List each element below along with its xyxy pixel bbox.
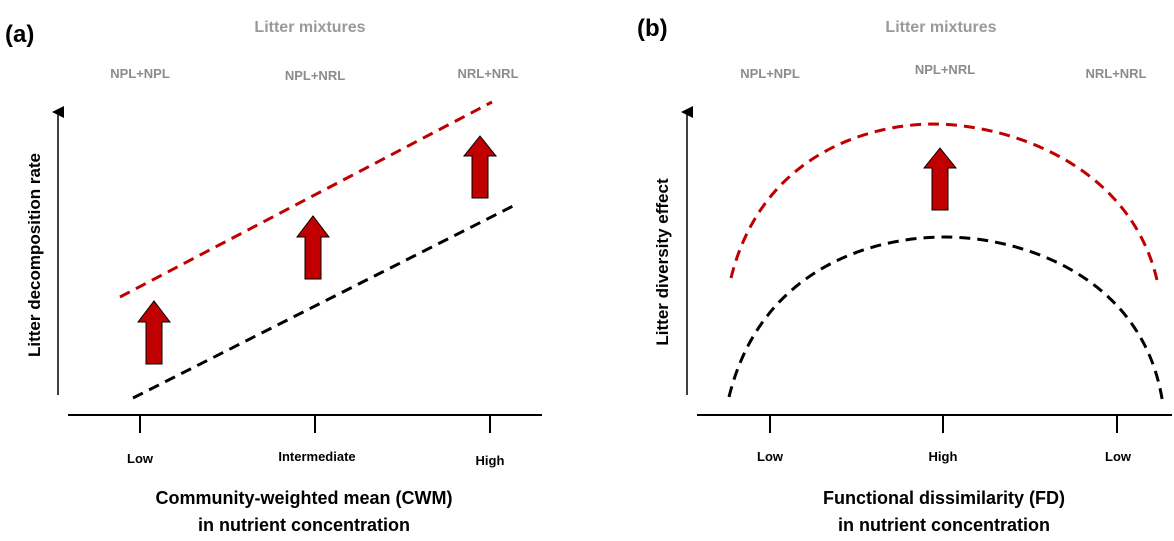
panel-a-mixture-2: NPL+NRL <box>285 68 345 83</box>
panel-b-label: (b) <box>637 15 668 42</box>
panel-b-mixture-3: NRL+NRL <box>1085 66 1146 81</box>
panel-a-x-tick-label-3: High <box>476 453 505 468</box>
panel-a-x-tick-label-1: Low <box>127 451 154 466</box>
panel-a-group-title: Litter mixtures <box>254 19 365 36</box>
panel-a-arrow-2 <box>295 215 331 280</box>
panel-b-mixture-1: NPL+NPL <box>740 66 800 81</box>
panel-a-arrow-3 <box>462 135 498 199</box>
panel-b-upper-curve <box>729 122 1159 281</box>
panel-b-x-tick-label-3: Low <box>1105 449 1132 464</box>
panel-a-x-title-line1: Community-weighted mean (CWM) <box>156 488 453 508</box>
panel-b-lower-curve <box>727 235 1165 406</box>
panel-b-x-tick-label-1: Low <box>757 449 784 464</box>
panel-a-x-tick-label-2: Intermediate <box>278 449 355 464</box>
panel-a-label: (a) <box>5 21 34 48</box>
panel-a-mixture-3: NRL+NRL <box>457 66 518 81</box>
panel-b-x-title-line1: Functional dissimilarity (FD) <box>823 488 1065 508</box>
panel-a: (a) Litter mixtures NPL+NPL NPL+NRL NRL+… <box>5 19 542 535</box>
panel-b-arrow <box>922 147 958 211</box>
panel-b-x-tick-label-2: High <box>929 449 958 464</box>
panel-a-x-title-line2: in nutrient concentration <box>198 515 410 535</box>
panel-b-mixture-2: NPL+NRL <box>915 62 975 77</box>
panel-a-upper-line <box>119 100 493 299</box>
panel-a-mixture-1: NPL+NPL <box>110 66 170 81</box>
panel-b-x-title-line2: in nutrient concentration <box>838 515 1050 535</box>
panel-a-arrow-1 <box>136 300 172 365</box>
panel-b-group-title: Litter mixtures <box>885 19 996 36</box>
panel-b-y-label: Litter diversity effect <box>653 178 672 346</box>
panel-b: (b) Litter mixtures NPL+NPL NPL+NRL NRL+… <box>637 15 1172 535</box>
panel-a-y-label: Litter decomposition rate <box>25 153 44 357</box>
